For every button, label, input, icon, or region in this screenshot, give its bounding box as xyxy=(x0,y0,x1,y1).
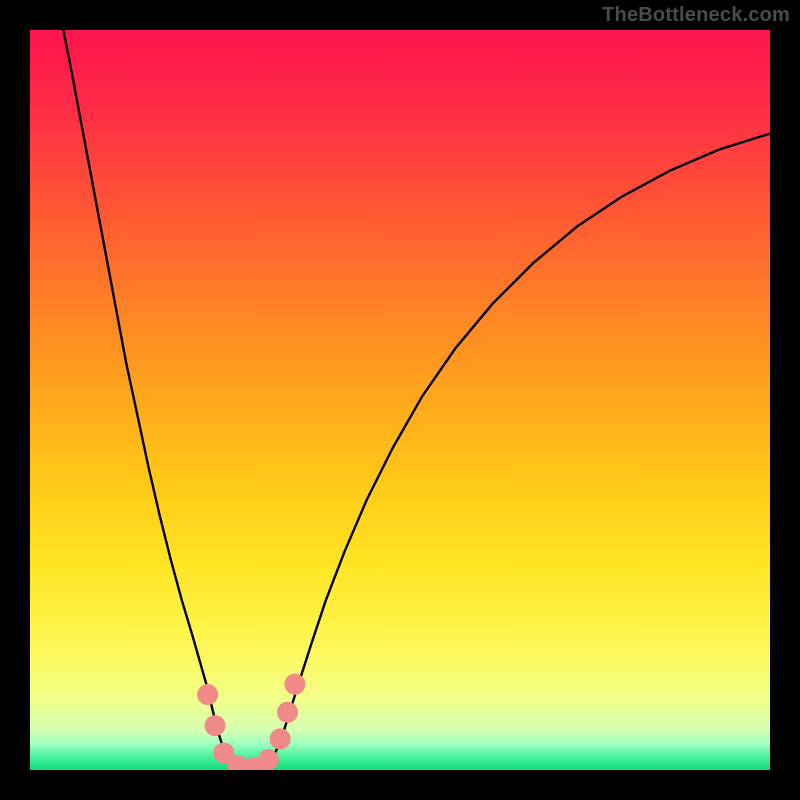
gradient-background xyxy=(30,30,770,770)
curve-marker xyxy=(205,716,225,736)
curve-marker xyxy=(278,702,298,722)
chart-frame: TheBottleneck.com xyxy=(0,0,800,800)
curve-marker xyxy=(270,729,290,749)
attribution-text: TheBottleneck.com xyxy=(602,4,790,27)
curve-marker xyxy=(198,685,218,705)
curve-marker xyxy=(258,750,278,770)
plot-svg xyxy=(30,30,770,770)
curve-marker xyxy=(285,674,305,694)
plot-area xyxy=(30,30,770,770)
